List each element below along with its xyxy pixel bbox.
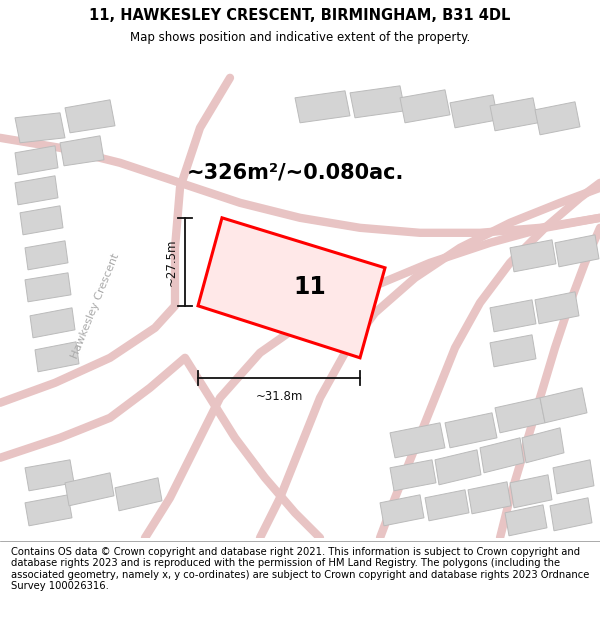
Polygon shape (550, 498, 592, 531)
Polygon shape (435, 450, 481, 485)
Polygon shape (20, 206, 63, 235)
Polygon shape (495, 398, 545, 432)
Polygon shape (490, 335, 536, 367)
Polygon shape (60, 136, 104, 166)
Polygon shape (480, 438, 524, 472)
Polygon shape (295, 91, 350, 123)
Polygon shape (15, 112, 65, 142)
Polygon shape (390, 422, 445, 457)
Polygon shape (490, 98, 538, 131)
Polygon shape (390, 460, 436, 491)
Polygon shape (553, 460, 594, 494)
Polygon shape (425, 490, 469, 521)
Polygon shape (400, 90, 450, 123)
Polygon shape (15, 146, 58, 175)
Polygon shape (468, 482, 511, 514)
Text: ~31.8m: ~31.8m (256, 390, 302, 402)
Text: Hawkesley Crescent: Hawkesley Crescent (69, 252, 121, 360)
Polygon shape (15, 176, 58, 205)
Text: 11: 11 (293, 275, 326, 299)
Text: Contains OS data © Crown copyright and database right 2021. This information is : Contains OS data © Crown copyright and d… (11, 546, 589, 591)
Polygon shape (30, 308, 75, 338)
Polygon shape (25, 495, 72, 526)
Polygon shape (510, 240, 556, 272)
Text: ~326m²/~0.080ac.: ~326m²/~0.080ac. (187, 162, 404, 182)
Polygon shape (450, 95, 498, 128)
Polygon shape (350, 86, 405, 118)
Polygon shape (380, 495, 424, 526)
Polygon shape (490, 300, 536, 332)
Polygon shape (535, 292, 579, 324)
Polygon shape (115, 478, 162, 511)
Polygon shape (540, 388, 587, 422)
Text: ~27.5m: ~27.5m (165, 238, 178, 286)
Polygon shape (445, 412, 497, 447)
Polygon shape (198, 217, 385, 357)
Polygon shape (25, 241, 68, 270)
Polygon shape (522, 428, 564, 462)
Text: 11, HAWKESLEY CRESCENT, BIRMINGHAM, B31 4DL: 11, HAWKESLEY CRESCENT, BIRMINGHAM, B31 … (89, 8, 511, 23)
Polygon shape (35, 342, 79, 372)
Polygon shape (65, 472, 114, 506)
Polygon shape (25, 460, 74, 491)
Polygon shape (25, 272, 71, 302)
Polygon shape (555, 235, 599, 267)
Polygon shape (510, 475, 552, 508)
Text: Map shows position and indicative extent of the property.: Map shows position and indicative extent… (130, 31, 470, 44)
Polygon shape (65, 100, 115, 132)
Polygon shape (535, 102, 580, 135)
Polygon shape (505, 505, 547, 536)
